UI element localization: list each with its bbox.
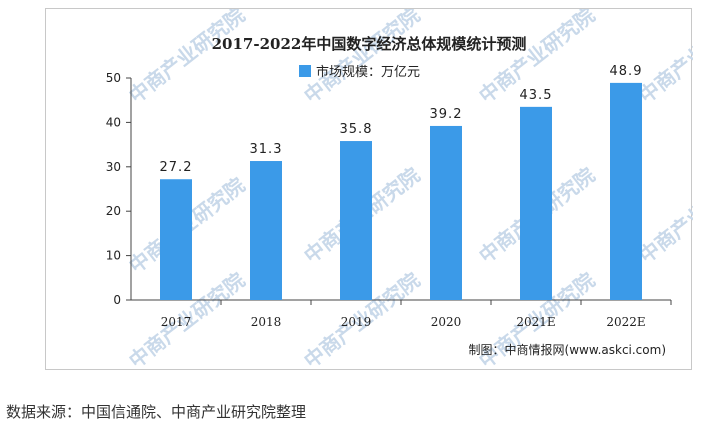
- bar: [340, 141, 372, 300]
- y-tick-label: 0: [113, 293, 121, 307]
- bar: [610, 82, 642, 300]
- y-tick-label: 30: [106, 160, 121, 174]
- watermark-text: 中商产业研究院: [634, 163, 693, 268]
- bar: [160, 179, 192, 300]
- y-tick-label: 40: [106, 115, 121, 129]
- bar-value-label: 27.2: [160, 160, 193, 175]
- axes: 0 10 20 30 40 50 2017 2018 2019 2020 2021E 2022E: [106, 71, 672, 329]
- watermark-text: 中商产业研究院: [299, 9, 424, 108]
- chart-title: 2017-2022年中国数字经济总体规模统计预测: [212, 35, 527, 53]
- bars: 27.2 31.3 35.8 39.2 43.5 48.9: [160, 64, 643, 301]
- bar-value-label: 39.2: [430, 107, 463, 122]
- source-note: 数据来源：中国信通院、中商产业研究院整理: [6, 403, 307, 421]
- chart-credit: 制图：中商情报网(www.askci.com): [469, 342, 666, 357]
- chart-frame: 中商产业研究院 中商产业研究院 中商产业研究院 中商产业研究院 中商产业研究院 中商产业研…: [45, 8, 693, 371]
- legend-swatch: [299, 65, 311, 77]
- bar-chart: 中商产业研究院 中商产业研究院 中商产业研究院 中商产业研究院中商产业研究院中商产业研…: [106, 9, 693, 371]
- bar: [250, 161, 282, 300]
- x-tick-label: 2018: [251, 315, 282, 329]
- x-tick-label: 2019: [341, 315, 372, 329]
- y-tick-label: 10: [106, 249, 121, 263]
- legend-label: 市场规模：万亿元: [316, 64, 420, 80]
- y-tick-label: 50: [106, 71, 121, 85]
- bar-value-label: 35.8: [340, 122, 373, 137]
- bar-value-label: 43.5: [520, 88, 553, 103]
- bar-value-label: 48.9: [610, 64, 643, 79]
- x-tick-label: 2020: [431, 315, 462, 329]
- x-tick-label: 2022E: [606, 315, 645, 329]
- y-tick-label: 20: [106, 204, 121, 218]
- x-tick-label: 2021E: [516, 315, 555, 329]
- x-tick-label: 2017: [161, 315, 192, 329]
- bar: [430, 125, 462, 301]
- bar-value-label: 31.3: [250, 142, 283, 157]
- watermark-text: 中商产业研究院: [124, 9, 249, 108]
- watermark-text: 中商产业研究院: [634, 9, 693, 108]
- bar: [520, 106, 552, 300]
